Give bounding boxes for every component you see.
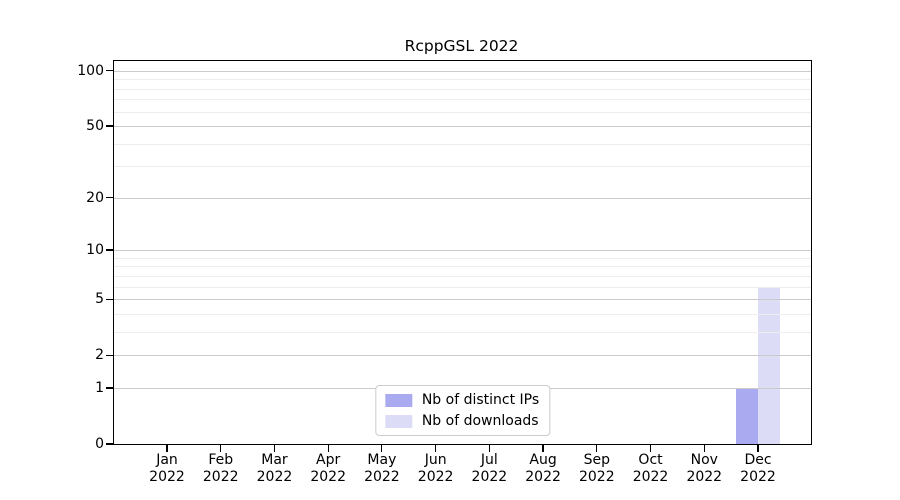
gridline-major — [114, 355, 811, 357]
x-tick-label: Jun 2022 — [404, 452, 468, 485]
gridline-minor — [114, 79, 811, 81]
legend: Nb of distinct IPs Nb of downloads — [374, 385, 551, 436]
gridline-minor — [114, 275, 811, 277]
x-tick-month: Sep — [583, 452, 610, 468]
legend-label-downloads: Nb of downloads — [421, 413, 539, 429]
x-tick-year: 2022 — [525, 468, 561, 485]
x-tick-month: Jun — [424, 452, 447, 468]
gridline-minor — [114, 313, 811, 315]
legend-label-distinct-ips: Nb of distinct IPs — [421, 392, 540, 408]
x-axis-tick — [381, 444, 383, 452]
x-tick-label: Feb 2022 — [189, 452, 253, 485]
y-axis-tick — [106, 249, 114, 251]
x-axis-tick — [649, 444, 652, 452]
x-axis-tick — [220, 444, 222, 452]
y-tick-label: 20 — [86, 189, 104, 206]
x-axis-tick — [273, 444, 276, 452]
x-tick-month: Jul — [480, 452, 498, 468]
gridline-minor — [114, 286, 811, 288]
plot-area: Nb of distinct IPs Nb of downloads 0 1 2 5 1… — [77, 60, 812, 485]
gridline-minor — [114, 257, 811, 259]
x-tick-year: 2022 — [578, 468, 615, 485]
y-tick-label: 5 — [95, 291, 104, 308]
x-tick-month: May — [367, 452, 397, 468]
gridline-major — [114, 250, 811, 252]
x-tick-label: Jan 2022 — [135, 452, 199, 485]
x-tick-month: Jan — [156, 452, 178, 468]
x-tick-month: Apr — [316, 452, 341, 468]
x-tick-label: May 2022 — [350, 452, 414, 485]
legend-swatch-downloads — [384, 414, 412, 428]
y-axis-tick — [106, 70, 114, 72]
bar-distinct-ips — [736, 387, 758, 444]
x-tick-month: Feb — [208, 452, 234, 468]
y-tick-label: 1 — [95, 379, 104, 396]
gridline-major — [114, 70, 811, 72]
x-axis-tick — [166, 444, 168, 452]
gridline-major — [114, 197, 811, 199]
chart-title: RcppGSL 2022 — [404, 37, 519, 55]
gridline-minor — [114, 99, 811, 101]
legend-item-distinct-ips: Nb of distinct IPs — [384, 392, 540, 408]
x-tick-label: Nov 2022 — [672, 452, 736, 485]
x-tick-label: Mar 2022 — [242, 452, 306, 485]
x-tick-year: 2022 — [202, 468, 239, 485]
x-tick-year: 2022 — [686, 468, 723, 485]
x-axis-tick — [596, 444, 598, 452]
x-axis-tick — [488, 444, 490, 452]
x-tick-year: 2022 — [256, 468, 293, 485]
y-tick-label: 10 — [86, 242, 104, 259]
x-tick-label: Aug 2022 — [511, 452, 575, 485]
x-tick-year: 2022 — [471, 468, 508, 485]
x-tick-year: 2022 — [364, 468, 400, 485]
y-axis-tick — [106, 125, 114, 127]
gridline-minor — [114, 88, 811, 90]
x-tick-label: Jul 2022 — [457, 452, 521, 485]
x-axis-tick — [703, 444, 705, 452]
y-tick-label: 0 — [95, 436, 104, 452]
y-axis-tick — [106, 387, 114, 389]
gridline-minor — [114, 266, 811, 268]
y-axis-tick — [106, 443, 114, 445]
y-axis-tick — [106, 298, 114, 300]
gridline-major — [114, 126, 811, 128]
x-axis-tick — [542, 444, 544, 452]
x-axis-tick — [435, 444, 437, 452]
bar-downloads — [758, 286, 780, 444]
gridline-major — [114, 299, 811, 301]
gridline-minor — [114, 331, 811, 333]
x-axis-tick — [757, 444, 759, 452]
x-tick-month: Oct — [638, 452, 663, 468]
x-tick-month: Dec — [744, 452, 772, 468]
legend-item-downloads: Nb of downloads — [384, 413, 539, 429]
x-tick-label: Apr 2022 — [296, 452, 360, 485]
x-tick-label: Dec 2022 — [726, 452, 790, 485]
x-tick-label: Sep 2022 — [565, 452, 629, 485]
x-tick-month: Aug — [529, 452, 557, 468]
gridline-minor — [114, 111, 811, 113]
x-tick-month: Mar — [261, 452, 288, 468]
x-axis-tick — [327, 444, 329, 452]
x-tick-year: 2022 — [149, 468, 185, 485]
x-tick-label: Oct 2022 — [619, 452, 683, 485]
y-axis-tick — [106, 197, 114, 199]
gridline-minor — [114, 143, 811, 145]
x-tick-year: 2022 — [417, 468, 454, 485]
x-tick-year: 2022 — [310, 468, 346, 485]
x-tick-year: 2022 — [740, 468, 776, 485]
x-tick-year: 2022 — [632, 468, 669, 485]
y-axis-tick — [106, 354, 114, 356]
y-tick-label: 100 — [77, 62, 104, 79]
x-tick-month: Nov — [690, 452, 718, 468]
y-tick-label: 2 — [95, 347, 104, 364]
legend-swatch-distinct-ips — [384, 393, 412, 407]
y-tick-label: 50 — [86, 118, 104, 135]
gridline-minor — [114, 166, 811, 168]
